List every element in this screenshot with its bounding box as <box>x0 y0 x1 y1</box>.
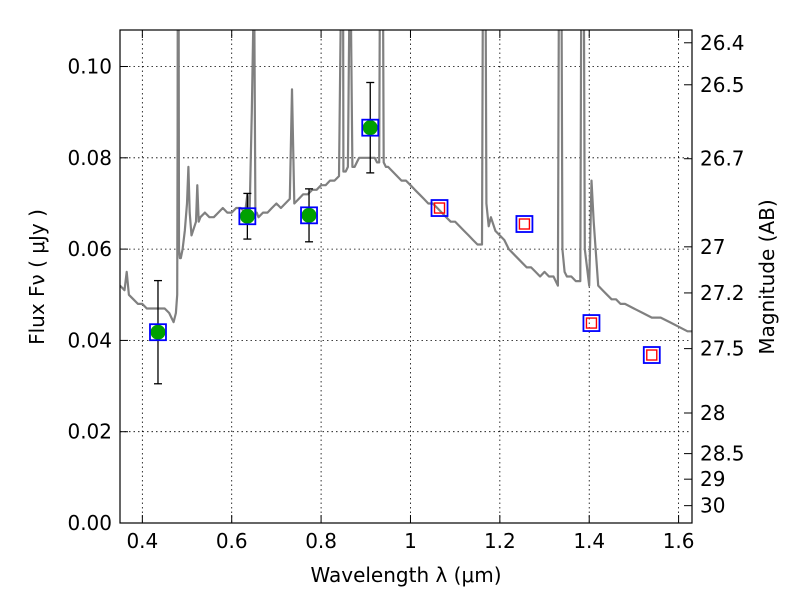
y2-tick-label: 27.2 <box>700 281 745 305</box>
x-tick-label: 1.4 <box>573 529 605 553</box>
x-tick-label: 0.4 <box>126 529 158 553</box>
x-tick-label: 1 <box>404 529 417 553</box>
y2-tick-label: 30 <box>700 494 725 518</box>
x-tick-label: 1.2 <box>484 529 516 553</box>
data-point-small-square <box>518 218 531 230</box>
data-point-small-square <box>433 202 446 214</box>
y-tick-label: 0.10 <box>67 55 112 79</box>
y-tick-label: 0.02 <box>67 420 112 444</box>
data-point-square <box>149 323 167 342</box>
y-tick-label: 0.08 <box>67 146 112 170</box>
data-point-square <box>238 207 257 226</box>
y-axis-right: 26.4 26.5 26.7 27 27.2 27.5 28 28.529 30 <box>684 31 745 518</box>
y-axis-left: 0.00 0.02 0.04 0.06 0.08 0.10 <box>67 55 128 535</box>
y2-axis-title: Magnitude (AB) <box>755 199 779 354</box>
grid-lines <box>120 30 692 524</box>
plot-frame <box>119 29 693 524</box>
data-point-circle <box>362 120 378 136</box>
y2-tick-label: 26.7 <box>700 147 745 171</box>
plot-background <box>120 30 692 523</box>
data-point-square <box>642 346 661 364</box>
x-axis-title: Wavelength λ (μm) <box>310 563 501 587</box>
data-point-square <box>515 215 534 233</box>
data-point-square <box>582 314 601 332</box>
y-tick-label: 0.06 <box>67 237 112 261</box>
y-tick-label: 0.00 <box>67 511 112 535</box>
y2-tick-label: 27.5 <box>700 337 745 361</box>
photometry-points <box>149 118 661 364</box>
x-tick-label: 0.8 <box>305 529 337 553</box>
x-tick-label: 0.6 <box>216 529 248 553</box>
data-point-circle <box>239 208 255 224</box>
spectrum-line <box>120 30 692 333</box>
y2-tick-label: 27 <box>700 235 725 259</box>
y2-tick-label: 29 <box>700 467 725 491</box>
data-point-circle <box>301 207 317 223</box>
plot-area <box>120 30 692 385</box>
data-point-square <box>361 118 380 137</box>
y2-tick-label: 26.5 <box>700 73 745 97</box>
y2-tick-label: 26.4 <box>700 31 745 55</box>
data-point-small-square <box>585 317 598 329</box>
y-axis-title: Flux Fν ( μJy ) <box>25 209 49 345</box>
data-point-circle <box>150 324 166 340</box>
model-spectrum <box>120 30 692 333</box>
data-point-small-square <box>646 349 658 361</box>
data-point-square <box>300 206 318 225</box>
data-point-square <box>430 199 449 217</box>
x-axis: 0.4 0.6 0.8 1 1.2 1.4 1.6 <box>126 30 695 553</box>
x-tick-label: 1.6 <box>663 529 695 553</box>
y2-tick-label: 28 <box>700 401 725 425</box>
y2-tick-label: 28.5 <box>700 442 745 466</box>
y-tick-label: 0.04 <box>67 328 112 352</box>
